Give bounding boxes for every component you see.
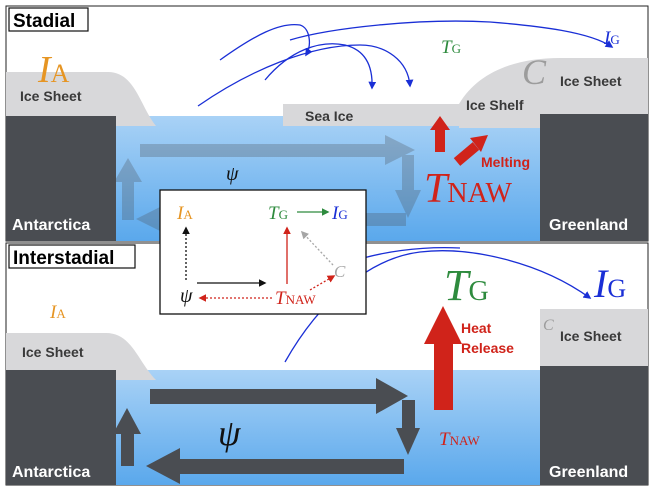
interstadial-release-label: Release <box>461 340 514 356</box>
inset-c-label: C <box>334 262 346 281</box>
interstadial-circulation <box>113 378 420 484</box>
stadial-antarctica-label: Antarctica <box>12 217 90 234</box>
interstadial-ig-label: IG <box>593 261 626 306</box>
inset-ig-label: IG <box>331 203 348 224</box>
inset-arrows <box>182 208 336 302</box>
interstadial-ia-label: IA <box>49 302 66 323</box>
inset-psi-label: ψ <box>180 285 193 307</box>
feedback-inset: IA TG IG C ψ TNAW <box>159 189 367 315</box>
interstadial-greenland-land <box>540 366 648 485</box>
stadial-title-box <box>8 7 89 32</box>
stadial-atmosphere-arrows <box>197 20 614 107</box>
stadial-melting-label: Melting <box>481 154 530 170</box>
interstadial-title-box <box>8 244 136 269</box>
stadial-antarctica-land <box>6 116 116 241</box>
stadial-tnaw-label: TNAW <box>424 166 513 212</box>
interstadial-heat-release-arrow <box>424 306 462 410</box>
interstadial-c-label: C <box>543 317 554 334</box>
stadial-tg-label: TG <box>441 37 461 58</box>
inset-tg-label: TG <box>268 203 288 224</box>
stadial-ice-sheet-left-label: Ice Sheet <box>20 88 82 104</box>
stadial-ia-label: IA <box>37 49 70 91</box>
inset-ia-label: IA <box>176 203 193 224</box>
interstadial-psi-label: ψ <box>218 413 241 453</box>
stadial-sea-ice <box>283 104 460 126</box>
stadial-psi-label: ψ <box>226 163 239 185</box>
stadial-greenland-label: Greenland <box>549 217 628 234</box>
stadial-right-ice-sheet <box>459 58 648 128</box>
stadial-ig-label: IG <box>603 28 620 49</box>
stadial-ice-sheet-right-label: Ice Sheet <box>560 73 622 89</box>
interstadial-heat-label: Heat <box>461 320 492 336</box>
interstadial-title: Interstadial <box>13 248 114 269</box>
stadial-greenland-land <box>540 114 648 241</box>
interstadial-greenland-label: Greenland <box>549 464 628 481</box>
inset-frame <box>159 189 367 315</box>
interstadial-tnaw-label: TNAW <box>439 429 480 450</box>
interstadial-ice-sheet-right-label: Ice Sheet <box>560 328 622 344</box>
stadial-sea-ice-label: Sea Ice <box>305 108 353 124</box>
stadial-left-ice-sheet <box>6 72 156 126</box>
interstadial-tg-label: TG <box>444 261 489 310</box>
interstadial-antarctica-land <box>6 370 116 485</box>
interstadial-left-ice-sheet <box>6 333 156 380</box>
stadial-warming-arrows <box>430 116 488 166</box>
stadial-ice-shelf-label: Ice Shelf <box>466 97 524 113</box>
inset-tnaw-label: TNAW <box>275 288 316 309</box>
stadial-c-label: C <box>522 52 547 92</box>
interstadial-antarctica-label: Antarctica <box>12 464 90 481</box>
interstadial-ice-sheet-left-label: Ice Sheet <box>22 344 84 360</box>
interstadial-panel: Interstadial IA Ice Sheet C Ice Sheet TG… <box>5 242 649 486</box>
stadial-panel: Stadial IA Ice Sheet Sea Ice Ice Shelf C… <box>5 5 649 242</box>
interstadial-right-ice-sheet <box>540 309 648 372</box>
stadial-title: Stadial <box>13 11 75 32</box>
